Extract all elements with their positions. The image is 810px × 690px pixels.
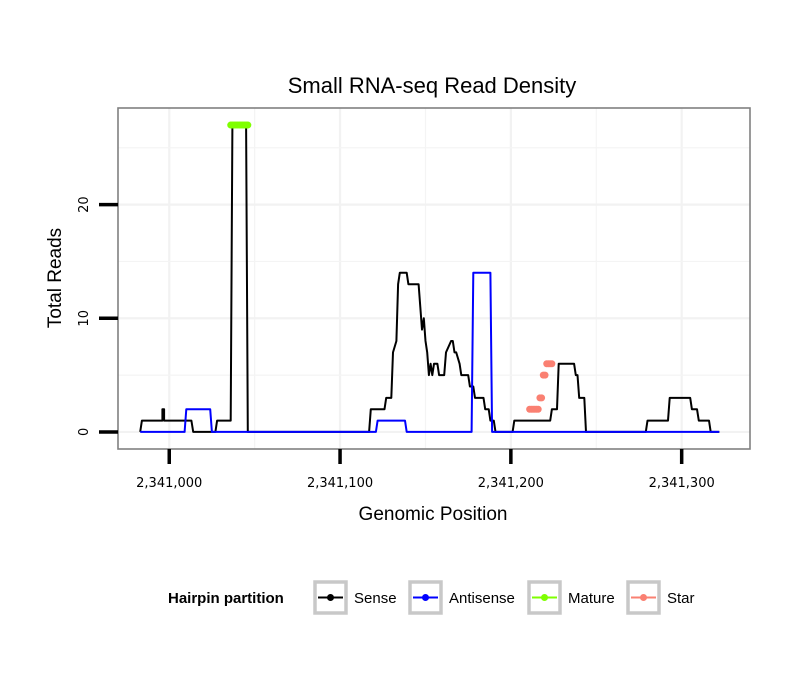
legend-item-sense: Sense <box>313 580 397 615</box>
legend-item-mature: Mature <box>527 580 615 615</box>
y-axis-title: Total Reads <box>45 228 66 328</box>
series-layer <box>139 121 720 433</box>
y-tick-label: 20 <box>77 196 92 213</box>
legend-label-mature: Mature <box>568 590 615 607</box>
legend-key-point <box>640 594 647 601</box>
point-star <box>538 394 546 402</box>
legend: Hairpin partition Sense Antisense Mature St… <box>168 580 695 615</box>
x-tick-label: 2,341,000 <box>136 476 202 491</box>
legend-key-point <box>327 594 334 601</box>
legend-label-sense: Sense <box>354 590 397 607</box>
chart-title: Small RNA-seq Read Density <box>288 73 577 98</box>
legend-label-star: Star <box>667 590 695 607</box>
panel-background <box>118 108 750 449</box>
y-tick-label: 10 <box>77 310 92 327</box>
legend-key-point <box>541 594 548 601</box>
y-axis: 0 10 20 <box>77 196 118 436</box>
point-star <box>548 360 556 368</box>
point-star <box>541 371 549 379</box>
legend-item-star: Star <box>626 580 695 615</box>
x-tick-label: 2,341,200 <box>478 476 544 491</box>
panel-border <box>117 107 751 450</box>
plot-panel <box>117 107 751 450</box>
legend-label-antisense: Antisense <box>449 590 515 607</box>
legend-item-antisense: Antisense <box>408 580 515 615</box>
x-axis-title: Genomic Position <box>359 504 508 525</box>
point-star <box>534 405 542 413</box>
x-tick-label: 2,341,300 <box>649 476 715 491</box>
x-axis: 2,341,000 2,341,100 2,341,200 2,341,300 <box>136 449 715 491</box>
x-tick-label: 2,341,100 <box>307 476 373 491</box>
legend-key-point <box>422 594 429 601</box>
point-mature <box>244 121 252 129</box>
legend-title: Hairpin partition <box>168 590 284 607</box>
y-tick-label: 0 <box>77 428 92 436</box>
series-line-antisense <box>140 271 720 433</box>
